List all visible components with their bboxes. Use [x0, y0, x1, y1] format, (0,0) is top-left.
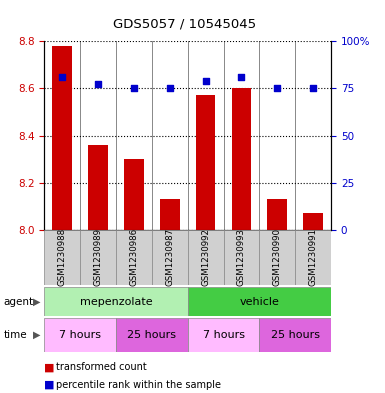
- Text: 25 hours: 25 hours: [127, 330, 176, 340]
- Bar: [259, 230, 295, 285]
- Text: ■: ■: [44, 380, 55, 390]
- Text: transformed count: transformed count: [56, 362, 147, 373]
- Bar: [188, 318, 259, 352]
- Text: GSM1230989: GSM1230989: [94, 228, 102, 286]
- Bar: [80, 230, 116, 285]
- Text: GSM1230986: GSM1230986: [129, 228, 139, 286]
- Bar: [52, 46, 72, 230]
- Bar: [188, 230, 224, 285]
- Text: GSM1230993: GSM1230993: [237, 228, 246, 286]
- Bar: [44, 318, 116, 352]
- Text: percentile rank within the sample: percentile rank within the sample: [56, 380, 221, 390]
- Text: ■: ■: [44, 362, 55, 373]
- Point: [131, 85, 137, 92]
- Point: [95, 81, 101, 87]
- Bar: [303, 213, 323, 230]
- Text: GSM1230987: GSM1230987: [165, 228, 174, 286]
- Bar: [224, 230, 259, 285]
- Text: GSM1230992: GSM1230992: [201, 228, 210, 286]
- Bar: [44, 287, 188, 316]
- Point: [238, 73, 244, 80]
- Bar: [232, 88, 251, 230]
- Bar: [268, 199, 287, 230]
- Text: ▶: ▶: [33, 297, 40, 307]
- Text: 7 hours: 7 hours: [203, 330, 244, 340]
- Text: 25 hours: 25 hours: [271, 330, 320, 340]
- Point: [167, 85, 173, 92]
- Bar: [88, 145, 108, 230]
- Text: time: time: [4, 330, 27, 340]
- Point: [59, 73, 65, 80]
- Bar: [259, 318, 331, 352]
- Text: ▶: ▶: [33, 330, 40, 340]
- Text: vehicle: vehicle: [239, 297, 280, 307]
- Bar: [152, 230, 188, 285]
- Bar: [188, 287, 331, 316]
- Bar: [295, 230, 331, 285]
- Text: 7 hours: 7 hours: [59, 330, 101, 340]
- Text: GSM1230988: GSM1230988: [58, 228, 67, 286]
- Text: GSM1230990: GSM1230990: [273, 228, 282, 286]
- Bar: [196, 95, 216, 230]
- Bar: [44, 230, 80, 285]
- Bar: [116, 230, 152, 285]
- Bar: [116, 318, 188, 352]
- Text: mepenzolate: mepenzolate: [80, 297, 152, 307]
- Text: agent: agent: [4, 297, 34, 307]
- Bar: [124, 159, 144, 230]
- Point: [203, 78, 209, 84]
- Point: [274, 85, 280, 92]
- Text: GSM1230991: GSM1230991: [309, 228, 318, 286]
- Bar: [160, 199, 180, 230]
- Point: [310, 85, 316, 92]
- Text: GDS5057 / 10545045: GDS5057 / 10545045: [113, 18, 256, 31]
